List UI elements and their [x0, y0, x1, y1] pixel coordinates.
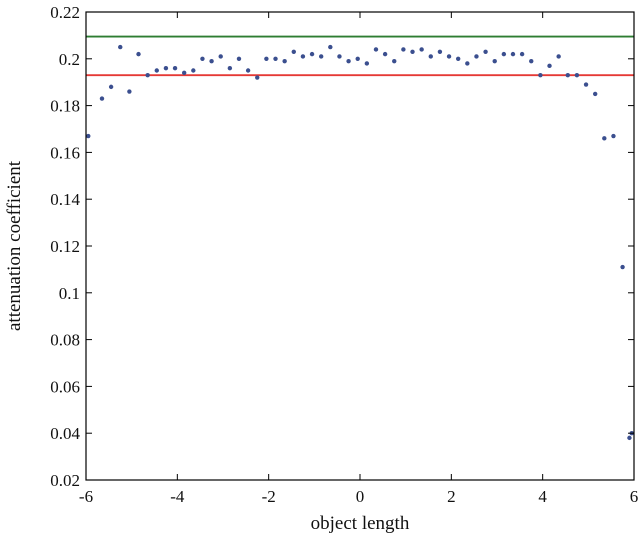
x-tick-label: 2 — [447, 487, 456, 506]
data-point — [574, 72, 580, 78]
data-point — [236, 56, 242, 61]
data-point — [382, 51, 388, 57]
data-point — [99, 96, 105, 101]
data-point — [529, 58, 534, 64]
data-point — [145, 72, 150, 78]
data-point — [565, 72, 570, 78]
y-tick-label: 0.2 — [59, 50, 80, 69]
data-point — [337, 54, 342, 59]
x-tick-label: -6 — [79, 487, 93, 506]
y-tick-label: 0.08 — [50, 331, 80, 350]
data-point — [172, 65, 178, 71]
x-axis-ticks: -6 -4 -2 0 2 4 6 — [79, 12, 638, 506]
data-point — [583, 82, 589, 87]
data-point — [136, 51, 141, 57]
data-point — [465, 61, 470, 66]
x-tick-label: -2 — [262, 487, 276, 506]
data-point — [255, 75, 260, 80]
y-tick-label: 0.18 — [50, 97, 80, 116]
y-axis-label: attenuation coefficient — [4, 160, 25, 331]
y-tick-label: 0.14 — [50, 190, 80, 209]
data-point — [227, 65, 233, 71]
y-tick-label: 0.04 — [50, 424, 80, 443]
data-point — [282, 58, 287, 64]
y-axis-ticks: 0.02 0.04 0.06 0.08 0.1 0.12 0.14 0.16 0.18 0.2 0.… — [50, 3, 634, 490]
data-point — [309, 51, 315, 57]
data-point — [291, 49, 296, 54]
data-point — [346, 58, 351, 64]
data-point — [127, 89, 132, 94]
data-point — [428, 54, 433, 59]
data-point — [218, 54, 223, 59]
data-point — [86, 133, 91, 139]
data-point — [392, 58, 397, 64]
y-tick-label: 0.02 — [50, 471, 80, 490]
data-point — [181, 70, 187, 76]
data-point — [437, 49, 443, 54]
data-point — [328, 44, 333, 50]
data-point — [209, 58, 214, 64]
data-point — [419, 47, 424, 52]
data-point — [318, 54, 324, 59]
data-point — [373, 47, 379, 52]
y-tick-label: 0.1 — [59, 284, 80, 303]
x-tick-label: 0 — [356, 487, 365, 506]
x-axis-label: object length — [311, 513, 410, 534]
data-point — [154, 68, 159, 73]
data-point — [273, 56, 278, 61]
y-tick-label: 0.06 — [50, 377, 80, 396]
data-point — [547, 63, 552, 69]
x-tick-label: -4 — [170, 487, 185, 506]
data-point — [118, 44, 123, 50]
data-point — [519, 51, 525, 57]
data-point — [355, 56, 360, 61]
data-point — [191, 68, 196, 73]
data-point — [245, 68, 251, 73]
data-point — [300, 54, 306, 59]
data-point — [510, 51, 516, 57]
data-point — [492, 58, 497, 64]
data-point — [455, 56, 461, 61]
data-point — [264, 56, 269, 61]
y-tick-label: 0.22 — [50, 3, 80, 22]
y-tick-label: 0.16 — [50, 143, 80, 162]
data-point — [108, 84, 114, 90]
data-point — [483, 49, 488, 54]
reference-lines — [86, 35, 634, 77]
x-tick-label: 4 — [538, 487, 547, 506]
plot-frame — [85, 11, 635, 481]
data-point — [620, 264, 625, 270]
data-point — [401, 47, 406, 52]
data-point — [364, 61, 370, 66]
data-point — [200, 56, 205, 61]
data-point — [538, 72, 543, 78]
data-point — [163, 65, 169, 71]
data-point — [602, 136, 607, 141]
x-tick-label: 6 — [630, 487, 639, 506]
data-point — [501, 51, 507, 57]
y-tick-label: 0.12 — [50, 237, 80, 256]
data-point — [556, 54, 561, 59]
data-point — [627, 435, 632, 441]
data-point — [474, 54, 479, 59]
data-point — [592, 91, 598, 97]
data-point — [446, 54, 452, 59]
data-points — [86, 44, 634, 441]
data-point — [611, 133, 616, 139]
data-point — [410, 49, 415, 54]
